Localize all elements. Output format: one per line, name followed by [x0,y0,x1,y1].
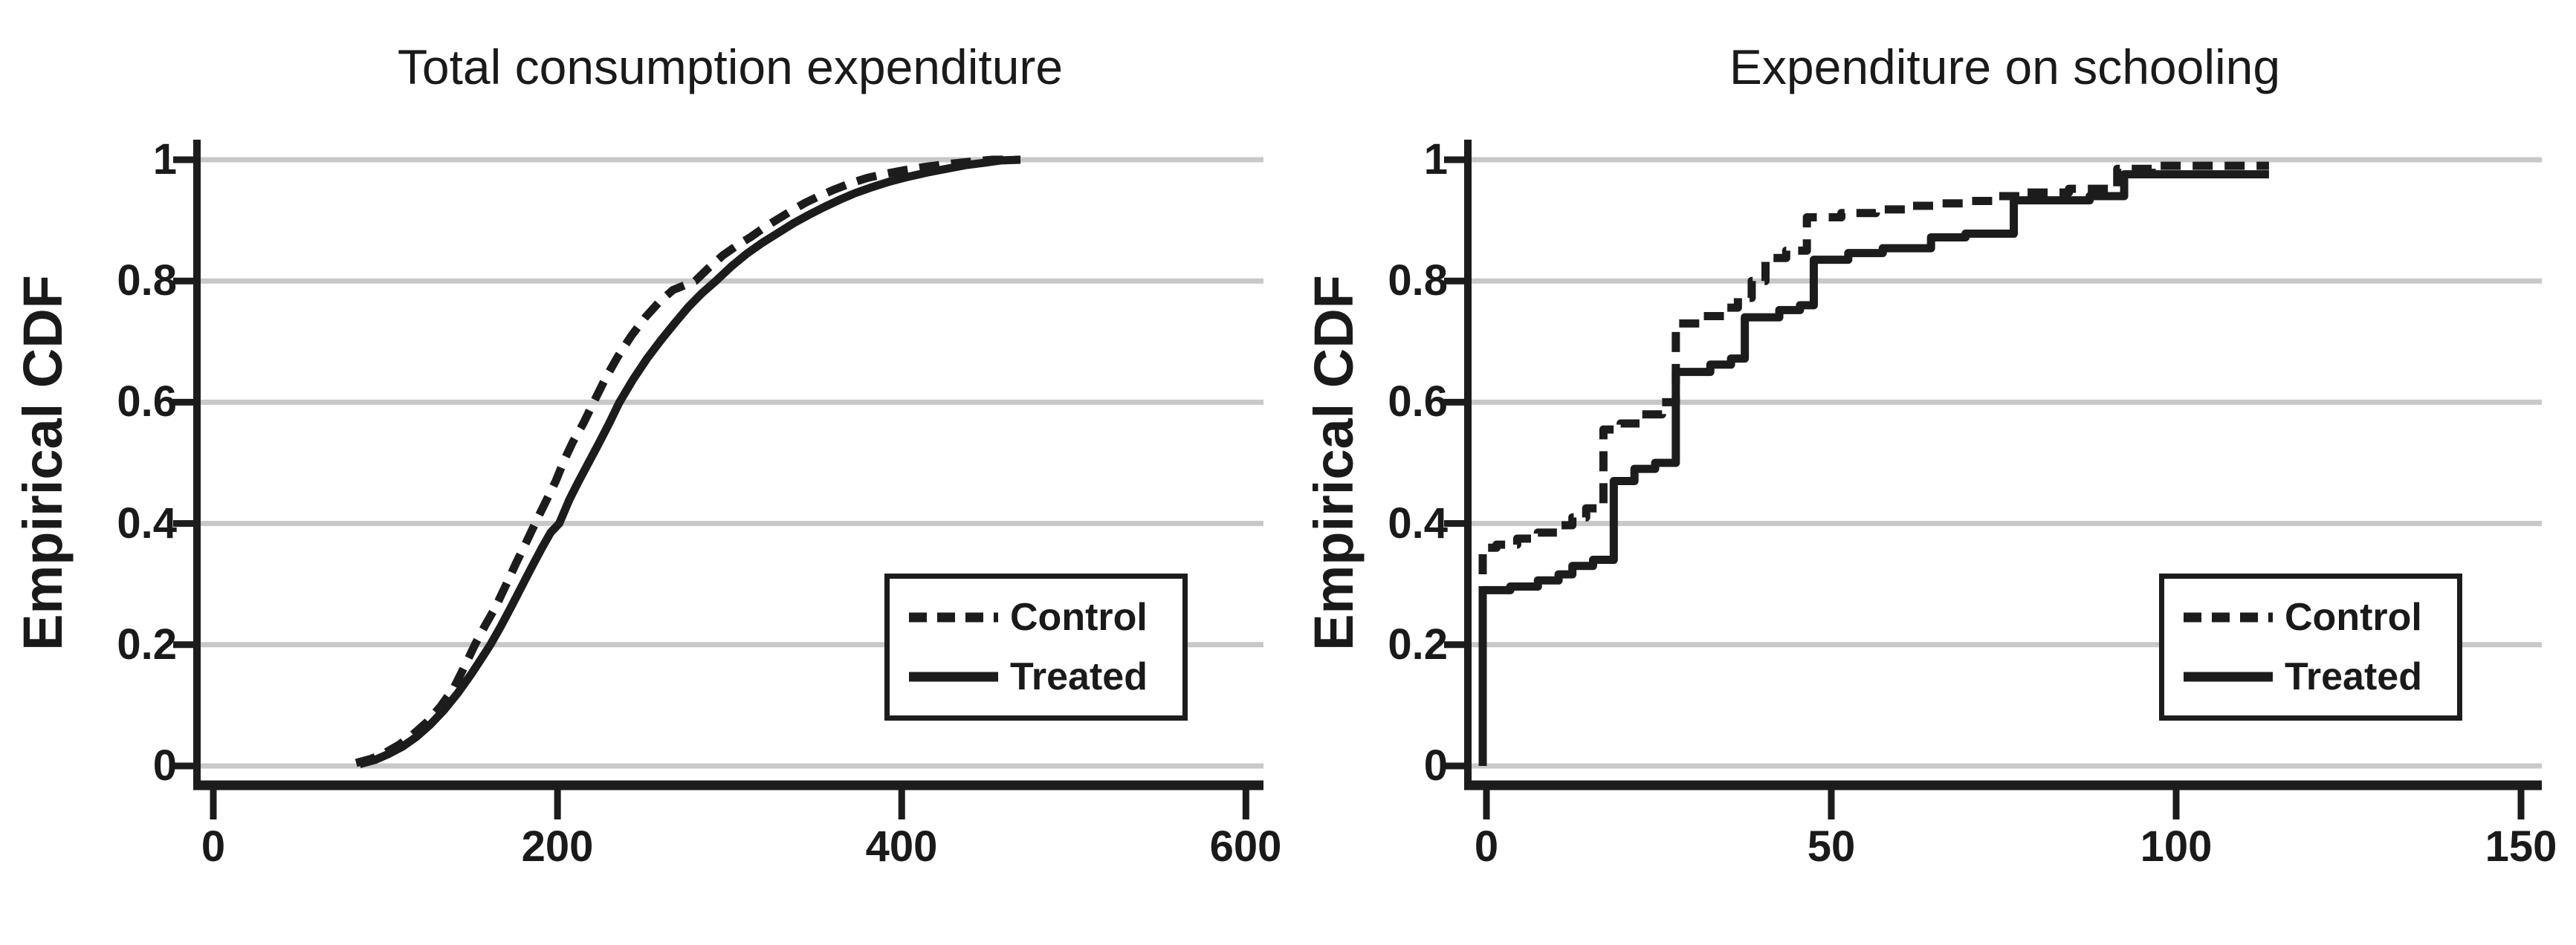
y-tick-label: 0.4 [117,499,177,548]
x-tick-label: 150 [2485,822,2557,871]
x-tick-label: 400 [865,822,938,871]
legend-item-control: Control [2184,597,2457,638]
y-tick-label: 1 [1423,135,1448,184]
legend-item-control: Control [909,597,1182,638]
y-tick-label: 0.6 [1388,377,1448,426]
y-tick-label: 0.8 [117,256,177,305]
legend-label-control: Control [1010,596,1148,639]
x-tick-label: 0 [1474,822,1499,871]
legend-label-treated: Treated [1010,655,1148,698]
x-tick-label: 600 [1209,822,1282,871]
legend-label-control: Control [2285,596,2422,639]
y-tick-label: 0.2 [117,620,177,669]
y-tick-label: 0 [152,741,177,790]
y-tick-label: 1 [152,135,177,184]
left-chart-title: Total consumption expenditure [397,39,1064,94]
series-treated-line [1478,170,2269,766]
y-tick-label: 0.2 [1388,620,1448,669]
right-legend: Control Treated [2159,574,2462,721]
legend-label-treated: Treated [2285,655,2422,698]
left-legend: Control Treated [884,574,1188,721]
legend-solid-line-sample [909,672,998,682]
x-tick-label: 0 [201,822,226,871]
legend-dashed-line-sample [2184,612,2273,623]
legend-dashed-line-sample [909,612,998,623]
y-tick-label: 0.6 [117,377,177,426]
legend-item-treated: Treated [2184,656,2457,698]
legend-item-treated: Treated [909,656,1182,698]
series-control-line [355,155,1021,767]
right-y-axis-label: Empirical CDF [1303,275,1365,651]
x-tick-label: 50 [1807,822,1856,871]
y-tick-label: 0.4 [1388,499,1448,548]
legend-solid-line-sample [2184,672,2273,682]
y-tick-label: 0 [1423,741,1448,790]
x-tick-label: 200 [521,822,594,871]
x-tick-label: 100 [2140,822,2213,871]
y-tick-label: 0.8 [1388,256,1448,305]
series-control-line [1478,161,2269,766]
right-chart-title: Expenditure on schooling [1729,39,2281,94]
left-y-axis-label: Empirical CDF [12,275,74,651]
series-treated-line [358,155,1021,768]
